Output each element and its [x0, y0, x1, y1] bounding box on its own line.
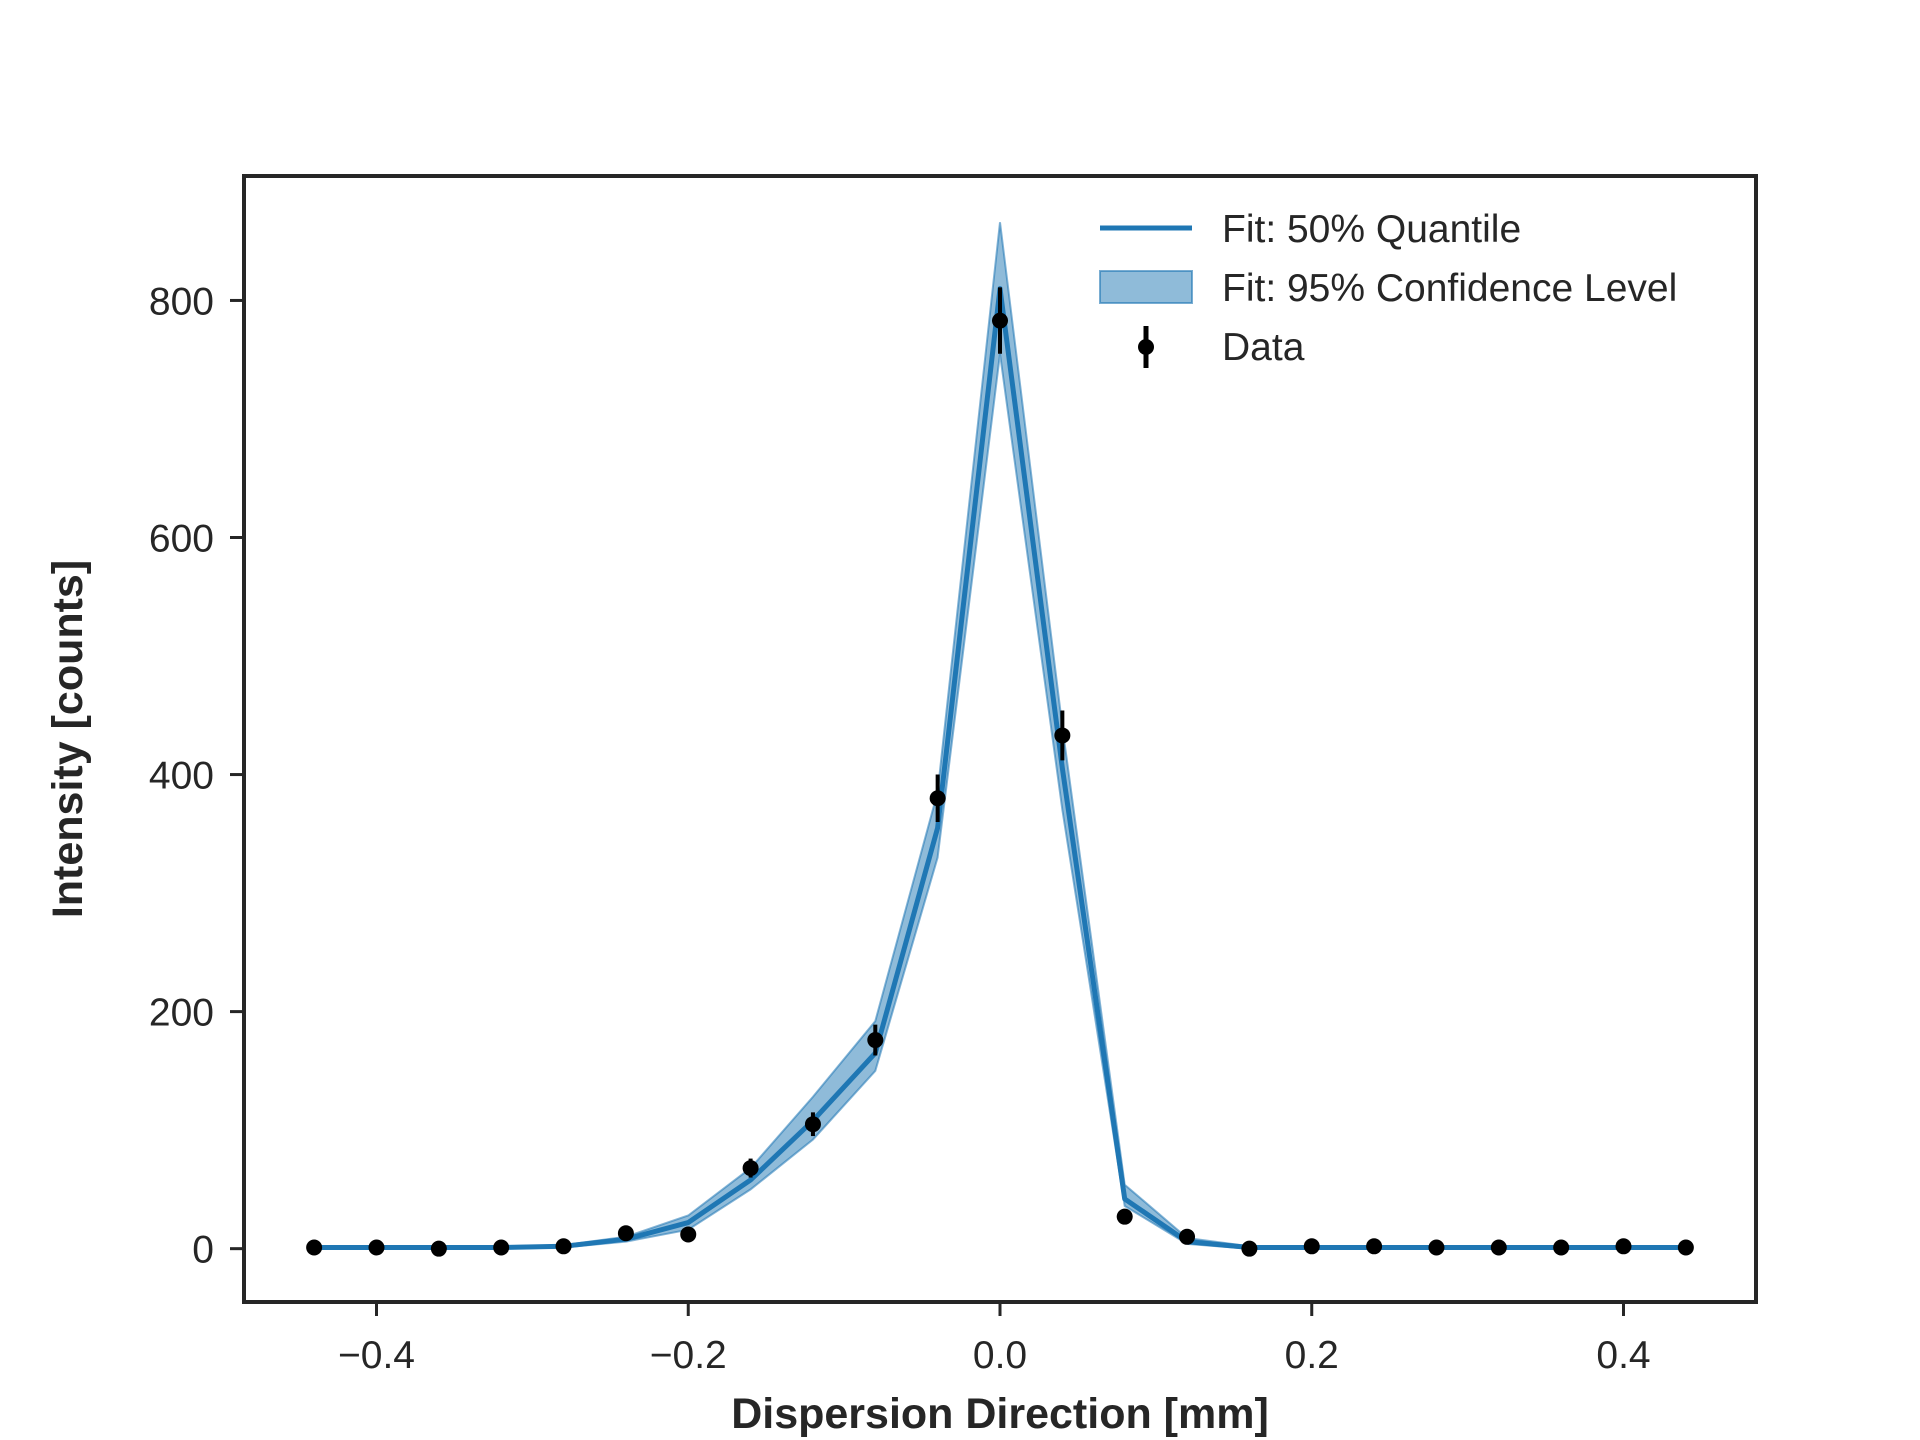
x-axis-ticks: −0.4 −0.2 0.0 0.2 0.4 — [338, 1302, 1651, 1377]
data-marker — [680, 1226, 697, 1243]
legend-label-data: Data — [1222, 326, 1305, 369]
data-point — [555, 1238, 572, 1255]
y-tick-label: 600 — [149, 518, 214, 561]
data-point — [804, 1112, 821, 1137]
data-marker — [306, 1239, 323, 1256]
y-tick-label: 800 — [149, 280, 214, 323]
data-marker — [1054, 727, 1071, 744]
data-marker — [430, 1240, 447, 1257]
data-point — [1116, 1208, 1133, 1225]
data-point — [1179, 1228, 1196, 1245]
plot-area — [306, 222, 1694, 1257]
x-tick-label: 0.0 — [973, 1334, 1027, 1377]
data-point — [1615, 1238, 1632, 1255]
data-marker — [1241, 1240, 1258, 1257]
data-point — [493, 1239, 510, 1256]
data-marker — [1615, 1238, 1632, 1255]
x-tick-label: −0.2 — [650, 1334, 727, 1377]
data-point — [368, 1239, 385, 1256]
data-marker — [1428, 1239, 1445, 1256]
data-point — [617, 1225, 634, 1242]
x-axis-label: Dispersion Direction [mm] — [731, 1390, 1269, 1438]
x-tick-label: 0.4 — [1596, 1334, 1650, 1377]
data-marker — [1553, 1239, 1570, 1256]
median-fit-line — [314, 286, 1686, 1250]
y-axis-ticks: 0 200 400 600 800 — [149, 280, 244, 1272]
data-marker — [493, 1239, 510, 1256]
data-point — [1054, 710, 1071, 761]
legend-band-swatch — [1099, 270, 1193, 304]
data-point — [680, 1226, 697, 1243]
data-marker — [867, 1032, 884, 1049]
legend-label-confidence: Fit: 95% Confidence Level — [1222, 267, 1677, 310]
data-point — [742, 1158, 759, 1178]
data-marker — [992, 312, 1008, 329]
legend-marker-swatch — [1138, 339, 1154, 355]
y-axis-label: Intensity [counts] — [44, 560, 92, 918]
y-tick-label: 400 — [149, 755, 214, 798]
data-marker — [1179, 1228, 1196, 1245]
data-marker — [804, 1116, 821, 1133]
data-marker — [929, 790, 946, 807]
data-point — [1428, 1239, 1445, 1256]
data-point — [306, 1239, 323, 1256]
data-marker — [555, 1238, 572, 1255]
confidence-band — [313, 222, 1687, 1250]
data-marker — [617, 1225, 634, 1242]
legend: Fit: 50% Quantile Fit: 95% Confidence Le… — [1099, 208, 1677, 369]
data-marker — [1677, 1239, 1694, 1256]
x-tick-label: 0.2 — [1285, 1334, 1339, 1377]
data-marker — [368, 1239, 385, 1256]
data-point — [1241, 1240, 1258, 1257]
y-tick-label: 200 — [149, 992, 214, 1035]
data-point — [867, 1024, 884, 1056]
data-marker — [1366, 1238, 1383, 1255]
data-point — [992, 287, 1008, 354]
data-point — [1490, 1239, 1507, 1256]
data-point — [430, 1240, 447, 1257]
data-point — [1303, 1238, 1320, 1255]
data-marker — [742, 1160, 759, 1177]
data-point — [929, 774, 946, 822]
data-point — [1366, 1238, 1383, 1255]
axes-frame — [242, 174, 1758, 1304]
data-marker — [1490, 1239, 1507, 1256]
data-point — [1677, 1239, 1694, 1256]
data-marker — [1116, 1208, 1133, 1225]
data-point — [1553, 1239, 1570, 1256]
y-tick-label: 0 — [192, 1229, 214, 1272]
x-tick-label: −0.4 — [338, 1334, 415, 1377]
legend-label-quantile: Fit: 50% Quantile — [1222, 208, 1521, 251]
data-marker — [1303, 1238, 1320, 1255]
